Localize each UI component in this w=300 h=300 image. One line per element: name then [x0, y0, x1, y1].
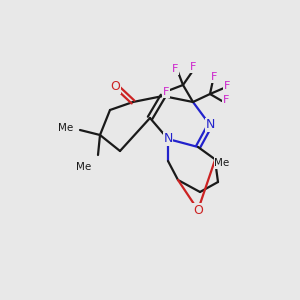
Text: N: N — [163, 133, 173, 146]
Text: O: O — [193, 203, 203, 217]
Text: F: F — [211, 72, 217, 82]
Text: F: F — [163, 87, 169, 97]
Text: N: N — [205, 118, 215, 131]
Text: F: F — [223, 95, 229, 105]
Text: O: O — [110, 80, 120, 94]
Text: Me: Me — [58, 123, 74, 133]
Text: Me: Me — [76, 162, 92, 172]
Text: Me: Me — [214, 158, 230, 168]
Text: F: F — [224, 81, 230, 91]
Text: F: F — [172, 64, 178, 74]
Text: F: F — [190, 62, 196, 72]
